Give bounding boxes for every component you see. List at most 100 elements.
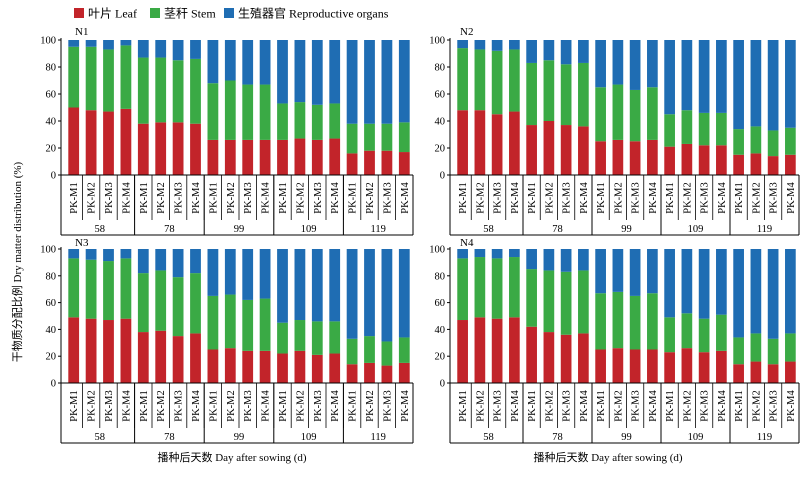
bar-stem bbox=[474, 257, 486, 318]
bar-leaf bbox=[578, 126, 589, 175]
x-tick-label: PK-M2 bbox=[475, 182, 486, 214]
bar-stem bbox=[137, 57, 149, 124]
bar-stem bbox=[364, 336, 375, 363]
bar-stem bbox=[750, 333, 762, 362]
bar-stem bbox=[364, 123, 375, 151]
x-tick-label: PK-M3 bbox=[382, 390, 393, 422]
day-label: 58 bbox=[483, 224, 494, 235]
panel-label: N2 bbox=[460, 26, 473, 38]
x-tick-label: PK-M1 bbox=[596, 182, 607, 214]
bar-stem bbox=[767, 338, 779, 365]
bar-leaf bbox=[190, 123, 201, 175]
bar-repro bbox=[103, 249, 114, 262]
x-tick-label: PK-M4 bbox=[786, 182, 797, 214]
bar-stem bbox=[311, 321, 323, 355]
x-tick-label: PK-M2 bbox=[365, 390, 376, 422]
bar-leaf bbox=[346, 153, 358, 175]
legend-label-stem: 茎秆 Stem bbox=[164, 7, 216, 21]
bar-stem bbox=[311, 104, 323, 140]
bar-leaf bbox=[767, 364, 779, 383]
panel-N4: 0 20 40 60 80 100 N4 PK-M1 PK-M2 PK-M3 PK-M4 PK-M1 P… bbox=[429, 237, 800, 444]
bar-stem bbox=[190, 273, 201, 334]
x-tick-label: PK-M1 bbox=[734, 182, 745, 214]
bar-repro bbox=[578, 249, 589, 271]
bar-leaf bbox=[68, 317, 80, 383]
legend-swatch-repro bbox=[224, 8, 234, 18]
bar-leaf bbox=[137, 332, 149, 383]
bar-stem bbox=[346, 123, 358, 154]
y-tick-label: 0 bbox=[51, 171, 56, 182]
x-tick-label: PK-M1 bbox=[665, 390, 676, 422]
bar-leaf bbox=[85, 318, 97, 383]
bar-repro bbox=[242, 40, 254, 85]
x-tick-label: PK-M4 bbox=[330, 390, 341, 422]
bar-repro bbox=[785, 249, 796, 334]
bar-leaf bbox=[259, 139, 271, 175]
bar-stem bbox=[595, 293, 606, 350]
bar-leaf bbox=[509, 317, 520, 383]
bar-repro bbox=[767, 249, 779, 339]
bar-repro bbox=[311, 40, 323, 105]
y-tick-label: 100 bbox=[40, 245, 56, 256]
bar-repro bbox=[172, 249, 184, 278]
bar-stem bbox=[612, 84, 624, 140]
bar-leaf bbox=[207, 349, 219, 383]
bar-repro bbox=[491, 40, 503, 51]
bar-stem bbox=[750, 126, 762, 154]
bar-repro bbox=[457, 249, 468, 259]
x-tick-label: PK-M4 bbox=[191, 390, 202, 422]
bar-leaf bbox=[120, 108, 132, 175]
bar-stem bbox=[68, 46, 80, 108]
y-tick-label: 0 bbox=[440, 171, 445, 182]
day-label: 119 bbox=[757, 432, 772, 443]
bar-repro bbox=[491, 249, 503, 259]
bar-leaf bbox=[647, 139, 658, 175]
legend: 叶片 Leaf 茎秆 Stem 生殖器官 Reproductive organs bbox=[74, 6, 389, 21]
bar-stem bbox=[681, 110, 693, 144]
bar-repro bbox=[364, 249, 375, 337]
bar-leaf bbox=[698, 145, 710, 175]
day-label: 99 bbox=[234, 432, 245, 443]
bar-repro bbox=[698, 40, 710, 113]
bar-stem bbox=[560, 271, 572, 335]
bar-stem bbox=[647, 87, 658, 140]
y-tick-label: 100 bbox=[429, 36, 445, 47]
day-label: 109 bbox=[301, 432, 317, 443]
bar-leaf bbox=[578, 333, 589, 383]
bar-repro bbox=[85, 40, 97, 47]
x-tick-label: PK-M2 bbox=[682, 182, 693, 214]
bar-repro bbox=[664, 249, 675, 318]
bar-leaf bbox=[329, 138, 341, 175]
bar-repro bbox=[381, 40, 393, 124]
bar-repro bbox=[207, 249, 219, 296]
y-tick-label: 40 bbox=[46, 117, 57, 128]
bar-leaf bbox=[155, 330, 167, 383]
day-label: 78 bbox=[164, 224, 175, 235]
bar-repro bbox=[294, 249, 306, 321]
bar-repro bbox=[509, 40, 520, 50]
bar-stem bbox=[398, 122, 410, 153]
bar-stem bbox=[681, 313, 693, 349]
bar-repro bbox=[190, 40, 201, 59]
bar-leaf bbox=[767, 156, 779, 175]
bar-repro bbox=[224, 249, 236, 295]
bar-repro bbox=[716, 249, 727, 315]
bar-leaf bbox=[543, 332, 555, 383]
bar-leaf bbox=[785, 361, 796, 383]
bar-stem bbox=[491, 258, 503, 319]
panel-label: N4 bbox=[460, 237, 474, 249]
bar-repro bbox=[612, 249, 624, 292]
bar-leaf bbox=[381, 150, 393, 175]
y-tick-label: 40 bbox=[435, 325, 446, 336]
x-tick-label: PK-M3 bbox=[769, 390, 780, 422]
x-tick-label: PK-M2 bbox=[87, 182, 98, 214]
x-tick-label: PK-M3 bbox=[562, 390, 573, 422]
bar-leaf bbox=[294, 350, 306, 383]
x-tick-label: PK-M1 bbox=[69, 390, 80, 422]
bar-repro bbox=[398, 40, 410, 123]
bar-repro bbox=[364, 40, 375, 124]
panel-label: N1 bbox=[75, 26, 88, 38]
x-tick-label: PK-M1 bbox=[527, 390, 538, 422]
bar-leaf bbox=[647, 349, 658, 383]
